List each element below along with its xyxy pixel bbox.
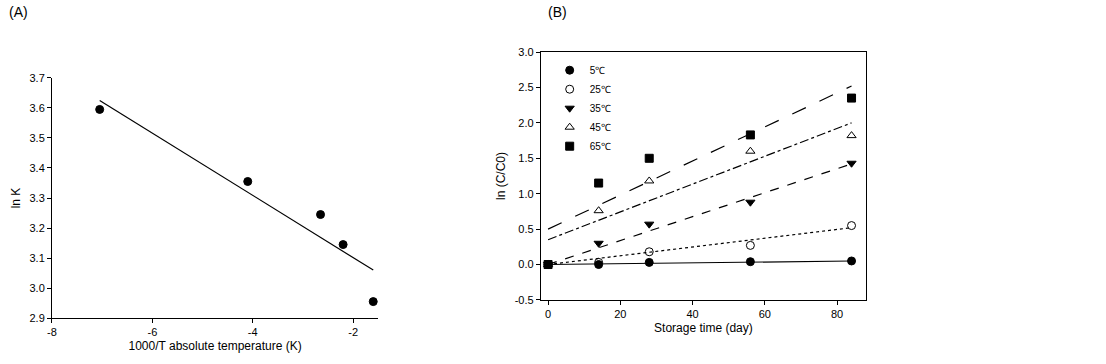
svg-text:1.0: 1.0 <box>518 188 533 200</box>
svg-text:3.0: 3.0 <box>518 46 533 58</box>
svg-text:2.9: 2.9 <box>29 312 44 324</box>
svg-text:3.2: 3.2 <box>29 222 44 234</box>
svg-text:3.4: 3.4 <box>29 162 44 174</box>
svg-text:3.6: 3.6 <box>29 102 44 114</box>
svg-text:5℃: 5℃ <box>590 65 606 76</box>
svg-text:0.5: 0.5 <box>518 223 533 235</box>
svg-text:3.5: 3.5 <box>29 132 44 144</box>
svg-text:ln K: ln K <box>9 188 23 209</box>
svg-text:60: 60 <box>759 308 771 320</box>
svg-text:65℃: 65℃ <box>590 141 611 152</box>
svg-text:20: 20 <box>614 308 626 320</box>
svg-text:0.0: 0.0 <box>518 258 533 270</box>
svg-text:3.1: 3.1 <box>29 252 44 264</box>
svg-text:-4: -4 <box>248 326 258 338</box>
svg-text:80: 80 <box>831 308 843 320</box>
svg-text:(A): (A) <box>9 4 28 20</box>
svg-text:2.0: 2.0 <box>518 117 533 129</box>
svg-text:45℃: 45℃ <box>590 122 611 133</box>
svg-text:25℃: 25℃ <box>590 84 611 95</box>
svg-text:-2: -2 <box>348 326 358 338</box>
svg-text:1000/T absolute temperature (K: 1000/T absolute temperature (K) <box>129 339 302 353</box>
svg-text:-8: -8 <box>47 326 57 338</box>
svg-text:-6: -6 <box>147 326 157 338</box>
svg-text:ln (C/C0): ln (C/C0) <box>494 152 508 200</box>
svg-text:(B): (B) <box>548 4 567 20</box>
svg-text:-0.5: -0.5 <box>515 294 534 306</box>
svg-text:40: 40 <box>686 308 698 320</box>
svg-text:3.0: 3.0 <box>29 282 44 294</box>
svg-text:1.5: 1.5 <box>518 152 533 164</box>
svg-text:2.5: 2.5 <box>518 81 533 93</box>
svg-text:3.7: 3.7 <box>29 72 44 84</box>
svg-text:35℃: 35℃ <box>590 103 611 114</box>
svg-text:3.3: 3.3 <box>29 192 44 204</box>
svg-text:Storage time (day): Storage time (day) <box>654 321 753 335</box>
svg-text:0: 0 <box>545 308 551 320</box>
